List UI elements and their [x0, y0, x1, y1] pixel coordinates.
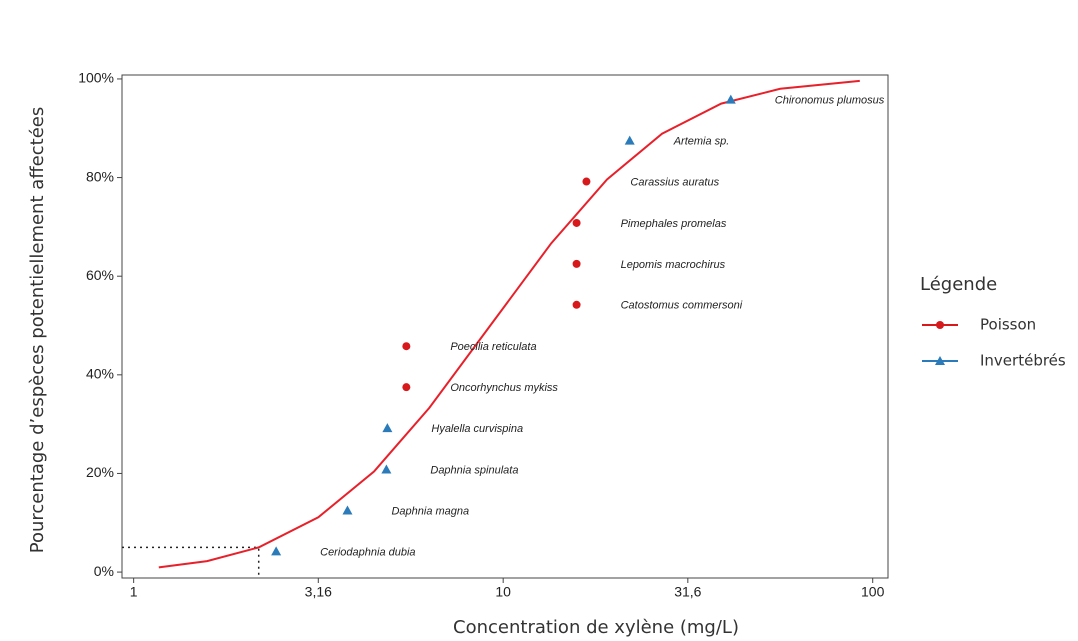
point-label: Catostomus commersoni: [621, 300, 743, 312]
y-tick-label: 20%: [86, 464, 114, 480]
data-point: [382, 423, 393, 433]
legend-marker: [935, 356, 945, 365]
plot-frame: [121, 74, 889, 579]
point-label: Pimephales promelas: [621, 218, 727, 230]
point-label: Daphnia spinulata: [430, 464, 518, 476]
point-label: Ceriodaphnia dubia: [320, 546, 415, 558]
y-tick-label: 40%: [86, 366, 114, 382]
data-point: [572, 300, 581, 309]
data-point: [271, 546, 282, 556]
point-label: Carassius auratus: [630, 176, 719, 188]
y-axis-label: Pourcentage d’espèces potentiellement af…: [27, 107, 48, 553]
y-tick-label: 100%: [78, 70, 114, 86]
x-tick-label: 1: [130, 584, 138, 600]
y-tick-label: 60%: [86, 267, 114, 283]
data-point: [725, 94, 736, 104]
data-point: [381, 464, 392, 474]
x-tick-label: 3,16: [305, 584, 332, 600]
x-tick-label: 10: [495, 584, 511, 600]
point-label: Artemia sp.: [673, 135, 730, 147]
legend-title: Légende: [920, 274, 997, 295]
data-point: [342, 505, 353, 515]
data-point: [582, 177, 591, 186]
point-label: Hyalella curvispina: [431, 423, 523, 435]
point-label: Lepomis macrochirus: [621, 259, 726, 271]
data-point: [624, 135, 635, 145]
point-label: Daphnia magna: [391, 505, 469, 517]
y-tick-label: 0%: [94, 563, 114, 579]
point-label: Poecilia reticulata: [450, 341, 536, 353]
y-tick-label: 80%: [86, 168, 114, 184]
legend-marker: [936, 321, 944, 329]
x-tick-label: 100: [861, 584, 885, 600]
x-tick-label: 31,6: [674, 584, 701, 600]
point-label: Oncorhynchus mykiss: [450, 382, 558, 394]
point-label: Chironomus plumosus: [775, 95, 885, 107]
legend-label: Invertébrés: [980, 352, 1066, 370]
x-axis-label: Concentration de xylène (mg/L): [453, 617, 739, 638]
data-point: [402, 383, 411, 392]
fit-curve: [158, 79, 860, 569]
data-point: [402, 342, 411, 351]
legend-label: Poisson: [980, 316, 1036, 334]
reference-line: [122, 546, 260, 578]
data-point: [572, 259, 581, 268]
data-point: [572, 218, 581, 227]
